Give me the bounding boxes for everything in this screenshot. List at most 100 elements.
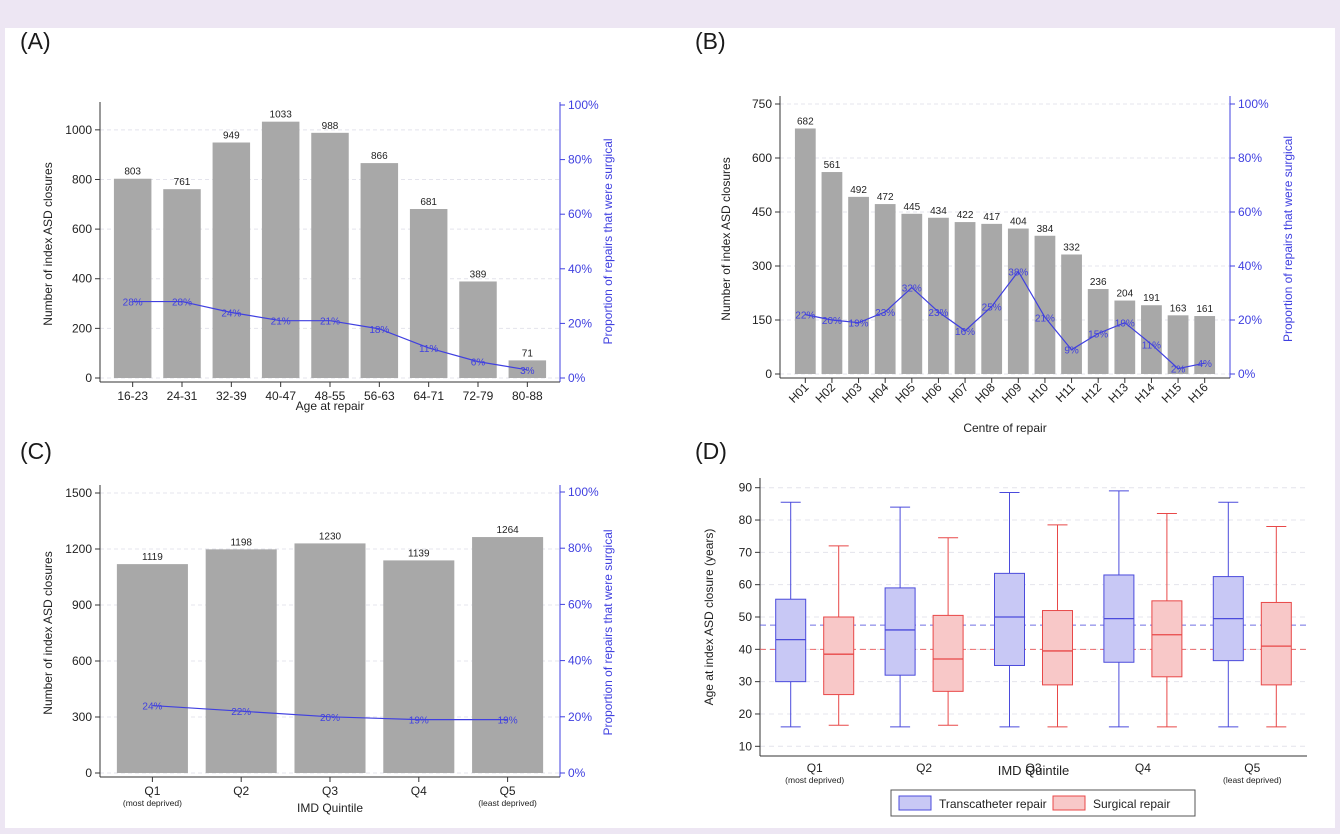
x-tick-label: H06 (919, 380, 945, 406)
box (932, 614, 964, 692)
x-tick-label: Q1 (144, 784, 160, 798)
bar-value-label: 71 (522, 348, 534, 359)
x-tick-label: H08 (972, 380, 998, 406)
bar-value-label: 332 (1063, 242, 1080, 253)
y2-tick-label: 80% (568, 541, 592, 555)
y2-axis-title: Proportion of repairs that were surgical (1281, 136, 1295, 342)
x-tick-label: 24-31 (167, 389, 198, 403)
proportion-label: 15% (1088, 330, 1108, 341)
y2-tick-label: 80% (568, 153, 592, 167)
proportion-label: 11% (419, 344, 438, 355)
bar (1034, 235, 1056, 374)
x-tick-label: H09 (999, 380, 1025, 406)
y-tick-label: 30 (739, 675, 753, 689)
panel-c-label: (C) (20, 438, 52, 464)
proportion-label: 20% (822, 316, 842, 327)
bar-value-label: 1198 (230, 537, 252, 548)
x-tick-label: Q3 (1025, 761, 1041, 775)
x-tick-label: H02 (813, 380, 839, 406)
y-tick-label: 400 (72, 272, 92, 286)
x-tick-label: 48-55 (315, 389, 346, 403)
bar (1194, 316, 1216, 374)
bar (1167, 315, 1189, 374)
y-tick-label: 0 (765, 367, 772, 381)
bar-value-label: 682 (797, 116, 814, 127)
proportion-label: 16% (955, 327, 975, 338)
y-axis-title: Number of index ASD closures (41, 162, 55, 325)
x-tick-label: Q3 (322, 784, 338, 798)
proportion-label: 3% (520, 366, 535, 377)
y-axis-title: Number of index ASD closures (719, 157, 733, 320)
y-tick-label: 900 (72, 598, 92, 612)
proportion-label: 11% (1142, 340, 1161, 351)
bar (472, 537, 544, 773)
bar-value-label: 561 (824, 160, 841, 171)
proportion-label: 22% (231, 707, 251, 718)
bar (113, 178, 152, 378)
bar (294, 543, 366, 773)
y2-axis-title: Proportion of repairs that were surgical (601, 529, 615, 735)
bar (1114, 300, 1136, 374)
box (884, 587, 916, 676)
proportion-label: 19% (849, 319, 869, 330)
proportion-label: 24% (142, 702, 162, 713)
y-tick-label: 80 (739, 513, 753, 527)
bar-value-label: 472 (877, 192, 894, 203)
bar (409, 209, 448, 378)
bar (1141, 305, 1162, 374)
box (823, 616, 855, 696)
bar-value-label: 389 (470, 269, 487, 280)
bar (848, 196, 869, 374)
y-tick-label: 600 (752, 151, 772, 165)
y2-tick-label: 40% (568, 654, 592, 668)
proportion-label: 32% (902, 284, 922, 295)
x-tick-label: Q1 (807, 761, 823, 775)
x-tick-label: H11 (1053, 380, 1078, 405)
y2-tick-label: 40% (1238, 259, 1262, 273)
chart-a: 0 200 400 600 800 1000 0% 20% 40% 60% 80% 100% Numbe… (41, 98, 615, 413)
y-tick-label: 10 (739, 739, 753, 753)
bar (794, 128, 816, 374)
bar (383, 560, 455, 773)
bar-value-label: 866 (371, 151, 388, 162)
x-tick-label: H10 (1026, 380, 1052, 406)
x-tick-label: H04 (866, 380, 892, 406)
bar (116, 564, 188, 773)
panel-b-label: (B) (695, 28, 726, 54)
bar-value-label: 163 (1170, 303, 1187, 314)
legend-swatch (1052, 795, 1086, 811)
x-tick-sublabel: (most deprived) (785, 775, 844, 785)
x-axis-title: Centre of repair (963, 421, 1046, 435)
bar (212, 142, 251, 378)
y-tick-label: 800 (72, 172, 92, 186)
y-tick-label: 1000 (65, 123, 92, 137)
x-tick-sublabel: (most deprived) (123, 798, 182, 808)
bar-value-label: 1033 (270, 110, 293, 121)
bar-value-label: 803 (124, 167, 141, 178)
bar-value-label: 434 (930, 206, 947, 217)
box (775, 598, 807, 683)
bar-value-label: 384 (1037, 224, 1054, 235)
y2-tick-label: 100% (1238, 97, 1269, 111)
bar-value-label: 681 (420, 197, 437, 208)
proportion-label: 25% (982, 303, 1002, 314)
bar (901, 213, 923, 374)
chart-c: 0 300 600 900 1200 1500 0% 20% 40% 60% 80% 100% Numb… (41, 485, 615, 815)
y2-tick-label: 0% (568, 766, 586, 780)
x-tick-label: H05 (892, 380, 918, 406)
box (1042, 610, 1073, 686)
y-tick-label: 450 (752, 205, 772, 219)
bar (508, 360, 547, 378)
proportion-label: 24% (221, 308, 241, 319)
x-tick-label: H15 (1159, 380, 1185, 406)
y-axis-title: Age at index ASD closure (years) (702, 529, 716, 706)
bar-value-label: 1264 (496, 525, 519, 536)
x-tick-label: H07 (946, 380, 972, 406)
y2-tick-label: 0% (568, 371, 586, 385)
bar (928, 217, 949, 374)
x-tick-sublabel: (least deprived) (1223, 775, 1282, 785)
legend-label: Transcatheter repair (939, 797, 1047, 811)
proportion-label: 6% (471, 358, 486, 369)
y2-tick-label: 20% (568, 710, 592, 724)
proportion-line (152, 704, 508, 721)
